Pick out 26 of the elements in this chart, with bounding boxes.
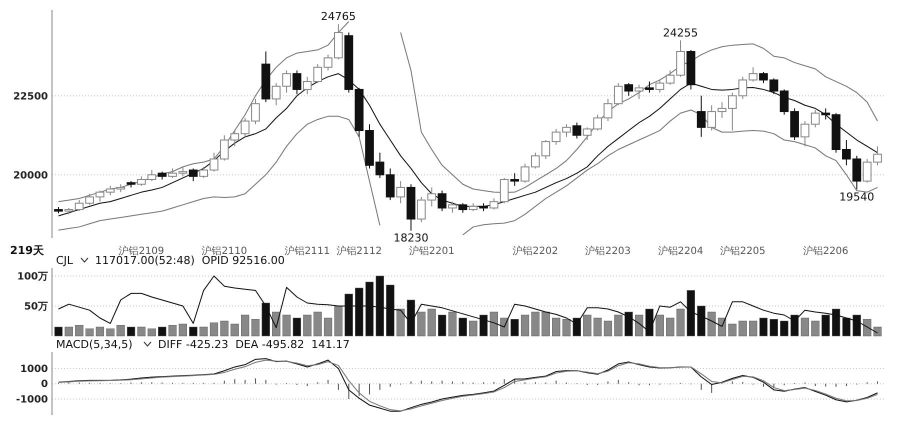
annotation: 19540 xyxy=(839,190,874,204)
chart-subtitle: DIFF -425.23 DEA -495.82 141.17 xyxy=(158,338,350,351)
chart-title: MACD(5,34,5) xyxy=(56,338,133,351)
chart-title: CJL xyxy=(56,254,74,267)
x-tick-label: 沪铝2206 xyxy=(802,245,848,257)
x-tick-label: 沪铝2112 xyxy=(336,245,382,257)
y-tick-label: 1000 xyxy=(20,364,48,375)
chart-subtitle: 117017.00(52:48) OPID 92516.00 xyxy=(95,254,285,267)
annotation: 24765 xyxy=(320,10,356,24)
y-tick-label: 50万 xyxy=(24,302,48,312)
x-tick-label: 沪铝2111 xyxy=(284,245,330,257)
y-tick-label: 100万 xyxy=(17,272,48,282)
x-tick-label: 沪铝2110 xyxy=(202,245,248,257)
x-tick-label: 沪铝2203 xyxy=(585,245,631,257)
x-tick-label: 沪铝2109 xyxy=(118,245,164,257)
annotation: 24255 xyxy=(663,26,698,40)
y-tick-label: 22500 xyxy=(13,91,48,102)
x-tick-label: 沪铝2201 xyxy=(408,245,454,257)
y-tick-label: -1000 xyxy=(16,394,48,406)
x-tick-label: 沪铝2202 xyxy=(512,245,558,257)
x-tick-label: 沪铝2205 xyxy=(720,245,766,257)
y-tick-label: 20000 xyxy=(13,170,48,182)
x-tick-label: 沪铝2204 xyxy=(658,245,704,257)
text: 219天 xyxy=(10,244,45,257)
y-tick-label: 0 xyxy=(41,379,48,390)
annotation: 18230 xyxy=(393,232,428,245)
